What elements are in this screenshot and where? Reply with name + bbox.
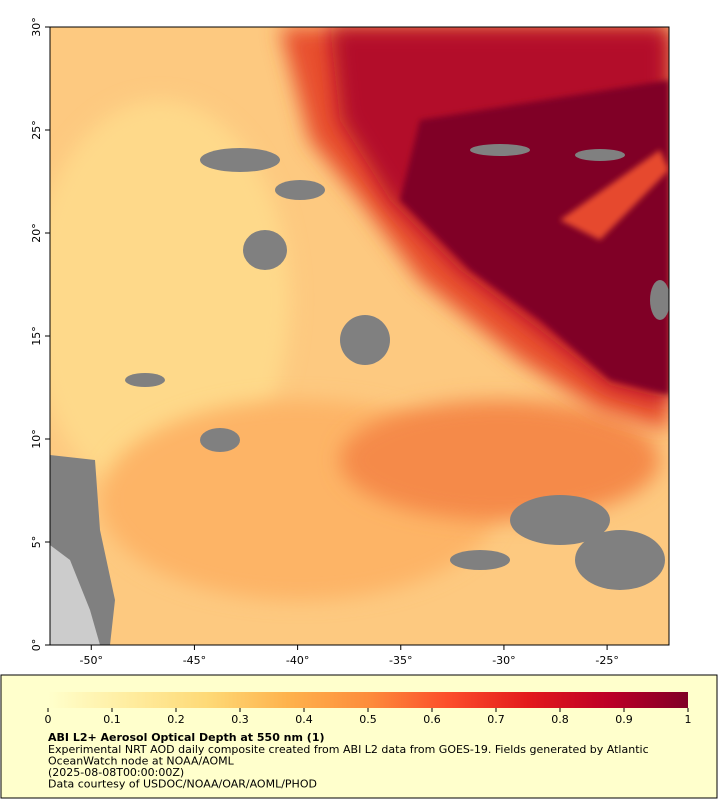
caption-line: Experimental NRT AOD daily composite cre… xyxy=(48,743,649,756)
x-tick-label: -35° xyxy=(389,654,412,667)
colorbar-tick-label: 0.5 xyxy=(359,713,377,726)
y-tick-label: 0° xyxy=(30,639,43,652)
x-tick-label: -30° xyxy=(492,654,515,667)
x-tick-label: -40° xyxy=(286,654,309,667)
colorbar-tick-label: 0.1 xyxy=(103,713,121,726)
y-tick-label: 5° xyxy=(30,536,43,549)
caption-line: Data courtesy of USDOC/NOAA/OAR/AOML/PHO… xyxy=(48,778,317,791)
colorbar-tick-label: 0.2 xyxy=(167,713,185,726)
caption-line: (2025-08-08T00:00:00Z) xyxy=(48,766,184,779)
y-tick-label: 20° xyxy=(30,223,43,243)
caption-title: ABI L2+ Aerosol Optical Depth at 550 nm … xyxy=(48,731,325,744)
colorbar-tick-label: 0 xyxy=(45,713,52,726)
colorbar-tick-label: 0.9 xyxy=(615,713,633,726)
colorbar-tick-label: 0.8 xyxy=(551,713,569,726)
land xyxy=(50,545,100,645)
y-tick-label: 30° xyxy=(30,17,43,37)
colorbar-tick-label: 0.3 xyxy=(231,713,249,726)
map-image xyxy=(50,27,669,645)
x-tick-label: -50° xyxy=(80,654,103,667)
x-tick-label: -45° xyxy=(183,654,206,667)
x-tick-label: -25° xyxy=(595,654,618,667)
caption-line: OceanWatch node at NOAA/AOML xyxy=(48,755,235,768)
colorbar-tick-label: 0.6 xyxy=(423,713,441,726)
colorbar-tick-label: 1 xyxy=(685,713,692,726)
colorbar xyxy=(48,692,688,708)
y-tick-label: 15° xyxy=(30,326,43,346)
colorbar-tick-label: 0.7 xyxy=(487,713,505,726)
y-tick-label: 10° xyxy=(30,429,43,449)
colorbar-tick-label: 0.4 xyxy=(295,713,313,726)
y-tick-label: 25° xyxy=(30,120,43,140)
